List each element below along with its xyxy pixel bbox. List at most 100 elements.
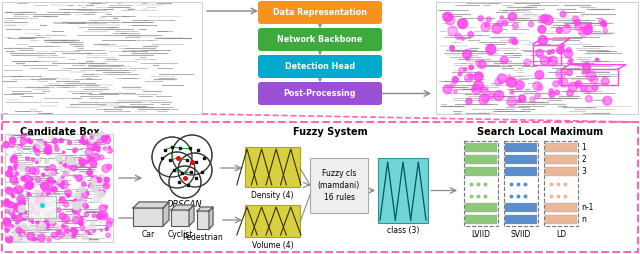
Circle shape (101, 136, 108, 142)
Circle shape (47, 177, 53, 183)
Circle shape (512, 39, 518, 45)
Text: 1: 1 (581, 143, 586, 152)
Circle shape (29, 203, 33, 207)
Circle shape (16, 214, 24, 221)
Circle shape (90, 136, 93, 139)
Circle shape (60, 181, 68, 188)
FancyBboxPatch shape (245, 205, 300, 237)
Circle shape (28, 194, 31, 197)
Text: Network Backbone: Network Backbone (277, 35, 363, 44)
Circle shape (560, 11, 566, 17)
Circle shape (566, 47, 572, 53)
Circle shape (44, 188, 51, 195)
Circle shape (37, 234, 45, 242)
Circle shape (72, 209, 76, 213)
Circle shape (68, 168, 71, 170)
Circle shape (449, 14, 453, 19)
FancyBboxPatch shape (2, 122, 638, 252)
Circle shape (466, 57, 469, 60)
Circle shape (87, 227, 90, 230)
Circle shape (26, 157, 29, 161)
Circle shape (36, 161, 38, 163)
Circle shape (89, 184, 93, 188)
FancyBboxPatch shape (465, 203, 497, 212)
Polygon shape (197, 207, 213, 211)
Circle shape (49, 218, 52, 221)
Circle shape (106, 233, 111, 237)
Circle shape (50, 146, 54, 150)
Circle shape (27, 193, 31, 196)
FancyBboxPatch shape (2, 2, 202, 114)
Circle shape (82, 182, 86, 186)
Circle shape (33, 204, 40, 212)
Circle shape (7, 205, 13, 212)
Circle shape (36, 226, 41, 231)
FancyBboxPatch shape (465, 167, 497, 176)
Circle shape (519, 95, 525, 102)
Circle shape (45, 167, 49, 171)
Circle shape (51, 232, 57, 238)
Circle shape (81, 233, 88, 240)
Circle shape (506, 77, 516, 87)
Circle shape (17, 187, 23, 193)
Circle shape (564, 50, 573, 58)
Circle shape (6, 170, 12, 177)
Circle shape (52, 187, 57, 192)
Circle shape (62, 215, 70, 223)
Circle shape (19, 200, 26, 206)
Circle shape (87, 170, 92, 176)
Circle shape (65, 189, 72, 196)
Circle shape (97, 175, 105, 183)
Circle shape (573, 16, 579, 22)
Circle shape (580, 85, 587, 91)
Text: Candidate Box: Candidate Box (20, 127, 100, 137)
Circle shape (19, 145, 22, 148)
Text: n: n (581, 215, 586, 224)
Circle shape (547, 50, 552, 54)
Circle shape (33, 145, 40, 151)
Text: Fuzzy cls
(mamdani)
16 rules: Fuzzy cls (mamdani) 16 rules (318, 168, 360, 202)
Circle shape (73, 207, 81, 214)
Circle shape (70, 228, 77, 235)
Circle shape (56, 231, 63, 238)
Circle shape (52, 138, 57, 144)
Circle shape (27, 232, 35, 240)
Circle shape (481, 22, 490, 31)
Circle shape (495, 78, 502, 85)
Circle shape (73, 150, 76, 153)
Text: Car: Car (141, 230, 155, 239)
Circle shape (90, 133, 96, 139)
Circle shape (549, 89, 554, 93)
Circle shape (541, 14, 549, 23)
FancyBboxPatch shape (505, 215, 537, 224)
Polygon shape (189, 205, 194, 226)
Circle shape (56, 225, 60, 229)
Circle shape (10, 156, 17, 163)
Circle shape (91, 140, 93, 143)
Circle shape (20, 151, 23, 153)
Circle shape (72, 217, 79, 224)
Circle shape (97, 138, 102, 144)
FancyBboxPatch shape (505, 155, 537, 164)
Circle shape (3, 141, 9, 148)
Circle shape (92, 153, 99, 161)
Circle shape (45, 160, 49, 164)
Circle shape (24, 218, 26, 220)
Circle shape (63, 164, 66, 167)
Circle shape (104, 183, 106, 185)
Circle shape (568, 82, 577, 92)
Polygon shape (133, 202, 169, 208)
FancyBboxPatch shape (245, 147, 300, 187)
Circle shape (463, 50, 472, 59)
FancyBboxPatch shape (465, 143, 497, 152)
Circle shape (26, 184, 29, 189)
Circle shape (502, 20, 508, 26)
Text: Volume (4): Volume (4) (252, 241, 293, 250)
Circle shape (32, 168, 40, 175)
Circle shape (92, 214, 96, 218)
FancyBboxPatch shape (505, 167, 537, 176)
Circle shape (61, 176, 64, 179)
Circle shape (567, 61, 571, 65)
Circle shape (5, 229, 9, 232)
Text: Post-Processing: Post-Processing (284, 89, 356, 98)
